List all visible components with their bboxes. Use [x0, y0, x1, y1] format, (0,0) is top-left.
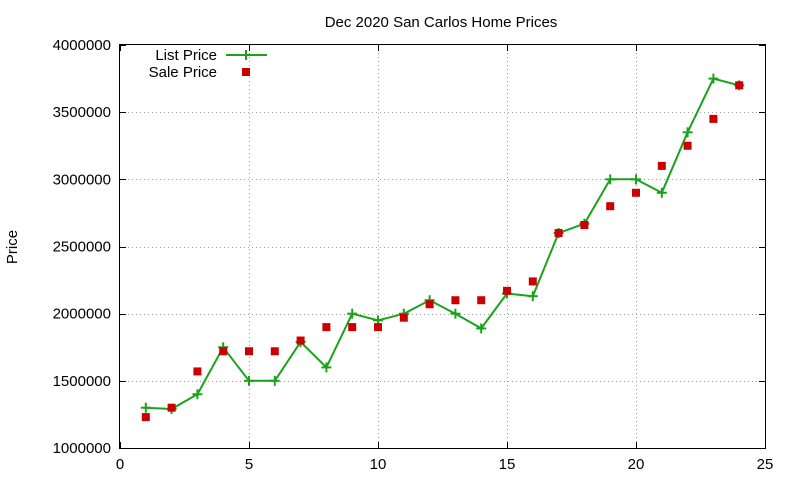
sale-price-point	[193, 367, 202, 376]
list-price-point	[321, 362, 332, 373]
plot-frame	[119, 44, 766, 449]
sale-price-point	[606, 202, 615, 211]
legend-label: Sale Price	[149, 64, 217, 81]
list-price-point	[656, 187, 667, 198]
list-price-point	[244, 375, 254, 386]
sale-price-point	[219, 347, 228, 356]
sale-price-point	[503, 286, 511, 295]
x-tick-label: 15	[499, 456, 516, 473]
sale-price-point	[374, 323, 382, 332]
sale-price-point	[528, 277, 537, 286]
y-tick-label: 4000000	[53, 37, 111, 54]
sale-price-point	[399, 313, 408, 322]
sale-price-point	[632, 188, 640, 197]
sale-price-point	[167, 403, 176, 412]
sale-price-point	[141, 413, 150, 422]
sale-price-point	[683, 141, 692, 150]
legend-label: List Price	[155, 47, 217, 64]
list-price-point	[631, 174, 641, 185]
sale-price-point	[735, 81, 744, 90]
list-price-point	[682, 127, 693, 138]
y-tick-label: 2500000	[53, 239, 111, 256]
list-price-point	[269, 375, 280, 386]
list-price-line	[145, 77, 740, 410]
x-tick-label: 20	[628, 456, 645, 473]
x-tick-label: 5	[245, 456, 253, 473]
chart-title: Dec 2020 San Carlos Home Prices	[325, 14, 558, 31]
y-tick-label: 3500000	[53, 104, 111, 121]
sale-price-point	[296, 336, 305, 345]
sale-price-point	[477, 296, 486, 305]
sale-price-point	[322, 323, 331, 332]
sale-price-point	[657, 161, 666, 170]
x-tick-label: 0	[116, 456, 124, 473]
list-price-point	[140, 402, 151, 413]
list-price-point	[708, 73, 719, 84]
series-sale-price	[141, 81, 744, 422]
sale-price-point	[245, 347, 253, 356]
list-price-point	[450, 308, 461, 319]
sale-price-point	[425, 300, 434, 309]
list-price-point	[476, 323, 487, 334]
x-tick-label: 25	[757, 456, 774, 473]
list-price-point	[527, 291, 538, 302]
sale-price-point	[709, 114, 718, 123]
sale-price-point	[580, 221, 589, 230]
series-layer	[140, 73, 745, 422]
list-price-point	[347, 308, 358, 319]
y-tick-label: 1500000	[53, 373, 111, 390]
y-axis-label: Price	[4, 230, 21, 264]
sale-price-point	[554, 229, 563, 238]
sale-price-point	[270, 347, 279, 356]
y-tick-label: 2000000	[53, 306, 111, 323]
y-tick-label: 1000000	[53, 440, 111, 457]
sale-price-point	[348, 323, 357, 332]
list-price-point	[192, 389, 203, 400]
legend-marker	[242, 68, 250, 76]
sale-price-point	[451, 296, 460, 305]
legend-marker	[241, 50, 251, 60]
y-tick-label: 3000000	[53, 171, 111, 188]
x-tick-label: 10	[370, 456, 387, 473]
list-price-point	[605, 174, 616, 185]
